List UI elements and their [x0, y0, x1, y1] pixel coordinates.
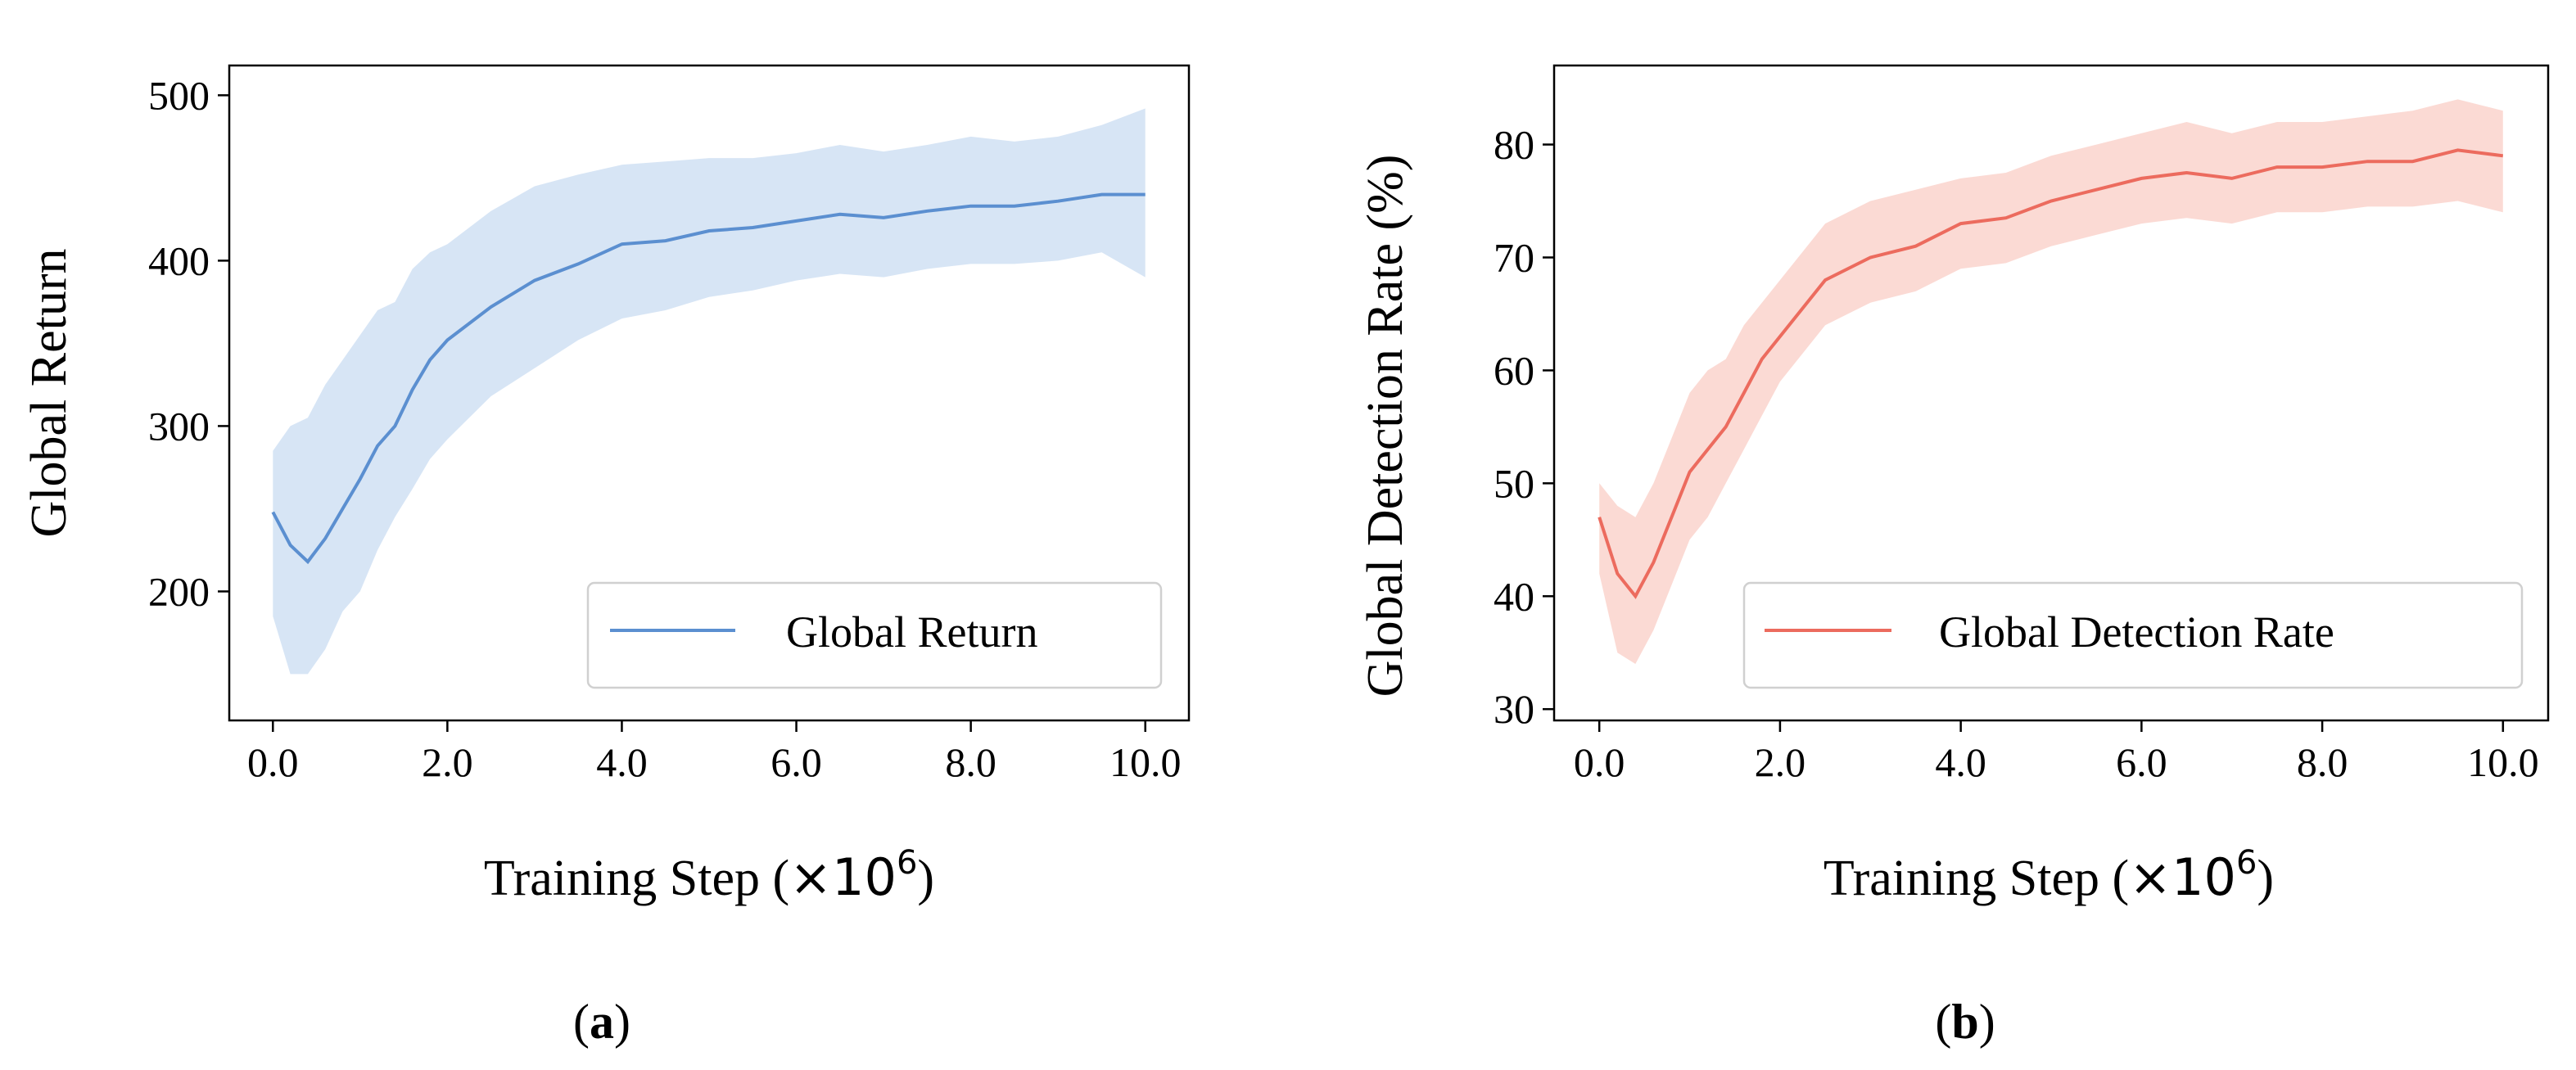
panel-b-y-tick-label: 60: [1494, 347, 1534, 393]
panel-b-y-tick-label: 30: [1494, 686, 1534, 732]
panel-a: 0.0 2.0 4.0 6.0 8.0 10.0 200 300 400 500 Global …: [21, 64, 1191, 1049]
panel-a-y-ticks: 200 300 400 500: [148, 72, 229, 614]
panel-b-x-title-multiplier: ×10: [2129, 847, 2236, 907]
panel-a-x-title-prefix: Training Step (: [484, 851, 789, 906]
panel-a-x-tick-label: 2.0: [422, 739, 473, 785]
panel-a-y-tick-label: 200: [148, 568, 210, 614]
panel-a-y-tick-label: 500: [148, 72, 210, 118]
panel-b-x-tick-label: 6.0: [2116, 739, 2167, 785]
panel-b-legend: Global Detection Rate: [1742, 581, 2524, 689]
panel-b-y-ticks: 30 40 50 60 70 80: [1494, 122, 1554, 732]
panel-a-x-title-suffix: ): [917, 851, 934, 906]
panel-b-label: (b): [1935, 995, 1995, 1049]
panel-a-series-line: [271, 192, 1146, 565]
panel-b-y-tick-label: 80: [1494, 122, 1534, 168]
panel-b-x-tick-label: 4.0: [1935, 739, 1986, 785]
panel-a-x-tick-label: 8.0: [945, 739, 997, 785]
panel-a-x-tick-label: 10.0: [1109, 739, 1182, 785]
panel-a-x-title-multiplier: ×10: [789, 847, 897, 907]
panel-b-x-tick-label: 2.0: [1755, 739, 1806, 785]
panel-a-plot-frame: [228, 64, 1191, 722]
panel-a-legend-box: [586, 581, 1163, 689]
panel-b-x-title-exponent: 6: [2236, 844, 2257, 882]
panel-a-y-tick-label: 300: [148, 403, 210, 449]
panel-b-x-tick-label: 8.0: [2297, 739, 2348, 785]
panel-a-x-tick-label: 0.0: [247, 739, 299, 785]
panel-a-y-axis-title: Global Return: [21, 249, 77, 538]
panel-b-legend-label: Global Detection Rate: [1939, 607, 2334, 657]
panel-b: 0.0 2.0 4.0 6.0 8.0 10.0 30 40 50 60 70 80 Global …: [1358, 64, 2550, 1049]
panel-b-series-line: [1598, 148, 2504, 599]
panel-a-x-tick-label: 6.0: [771, 739, 822, 785]
panel-b-x-axis-title: Training Step (×106): [1824, 844, 2274, 907]
panel-b-x-tick-label: 0.0: [1574, 739, 1625, 785]
panel-b-x-title-suffix: ): [2257, 851, 2274, 906]
panel-b-y-tick-label: 70: [1494, 234, 1534, 280]
panel-a-legend-label: Global Return: [786, 607, 1037, 657]
panel-b-x-title-prefix: Training Step (: [1824, 851, 2129, 906]
panel-b-y-tick-label: 50: [1494, 460, 1534, 506]
panel-b-x-tick-label: 10.0: [2467, 739, 2539, 785]
panel-b-x-ticks: 0.0 2.0 4.0 6.0 8.0 10.0: [1574, 720, 2539, 785]
panel-b-legend-box: [1742, 581, 2524, 689]
panel-a-label: (a): [573, 995, 630, 1049]
panel-a-legend: Global Return: [586, 581, 1163, 689]
panel-a-confidence-band: [273, 108, 1146, 675]
panel-b-y-axis-title: Global Detection Rate (%): [1358, 155, 1413, 698]
panel-b-confidence-band: [1599, 99, 2503, 664]
panel-b-plot-frame: [1552, 64, 2550, 722]
panel-a-x-axis-title: Training Step (×106): [484, 844, 934, 907]
panel-a-x-ticks: 0.0 2.0 4.0 6.0 8.0 10.0: [247, 720, 1181, 785]
panel-a-y-tick-label: 400: [148, 237, 210, 283]
panel-a-x-title-exponent: 6: [897, 844, 917, 882]
panel-b-y-tick-label: 40: [1494, 573, 1534, 619]
panel-a-x-tick-label: 4.0: [596, 739, 648, 785]
